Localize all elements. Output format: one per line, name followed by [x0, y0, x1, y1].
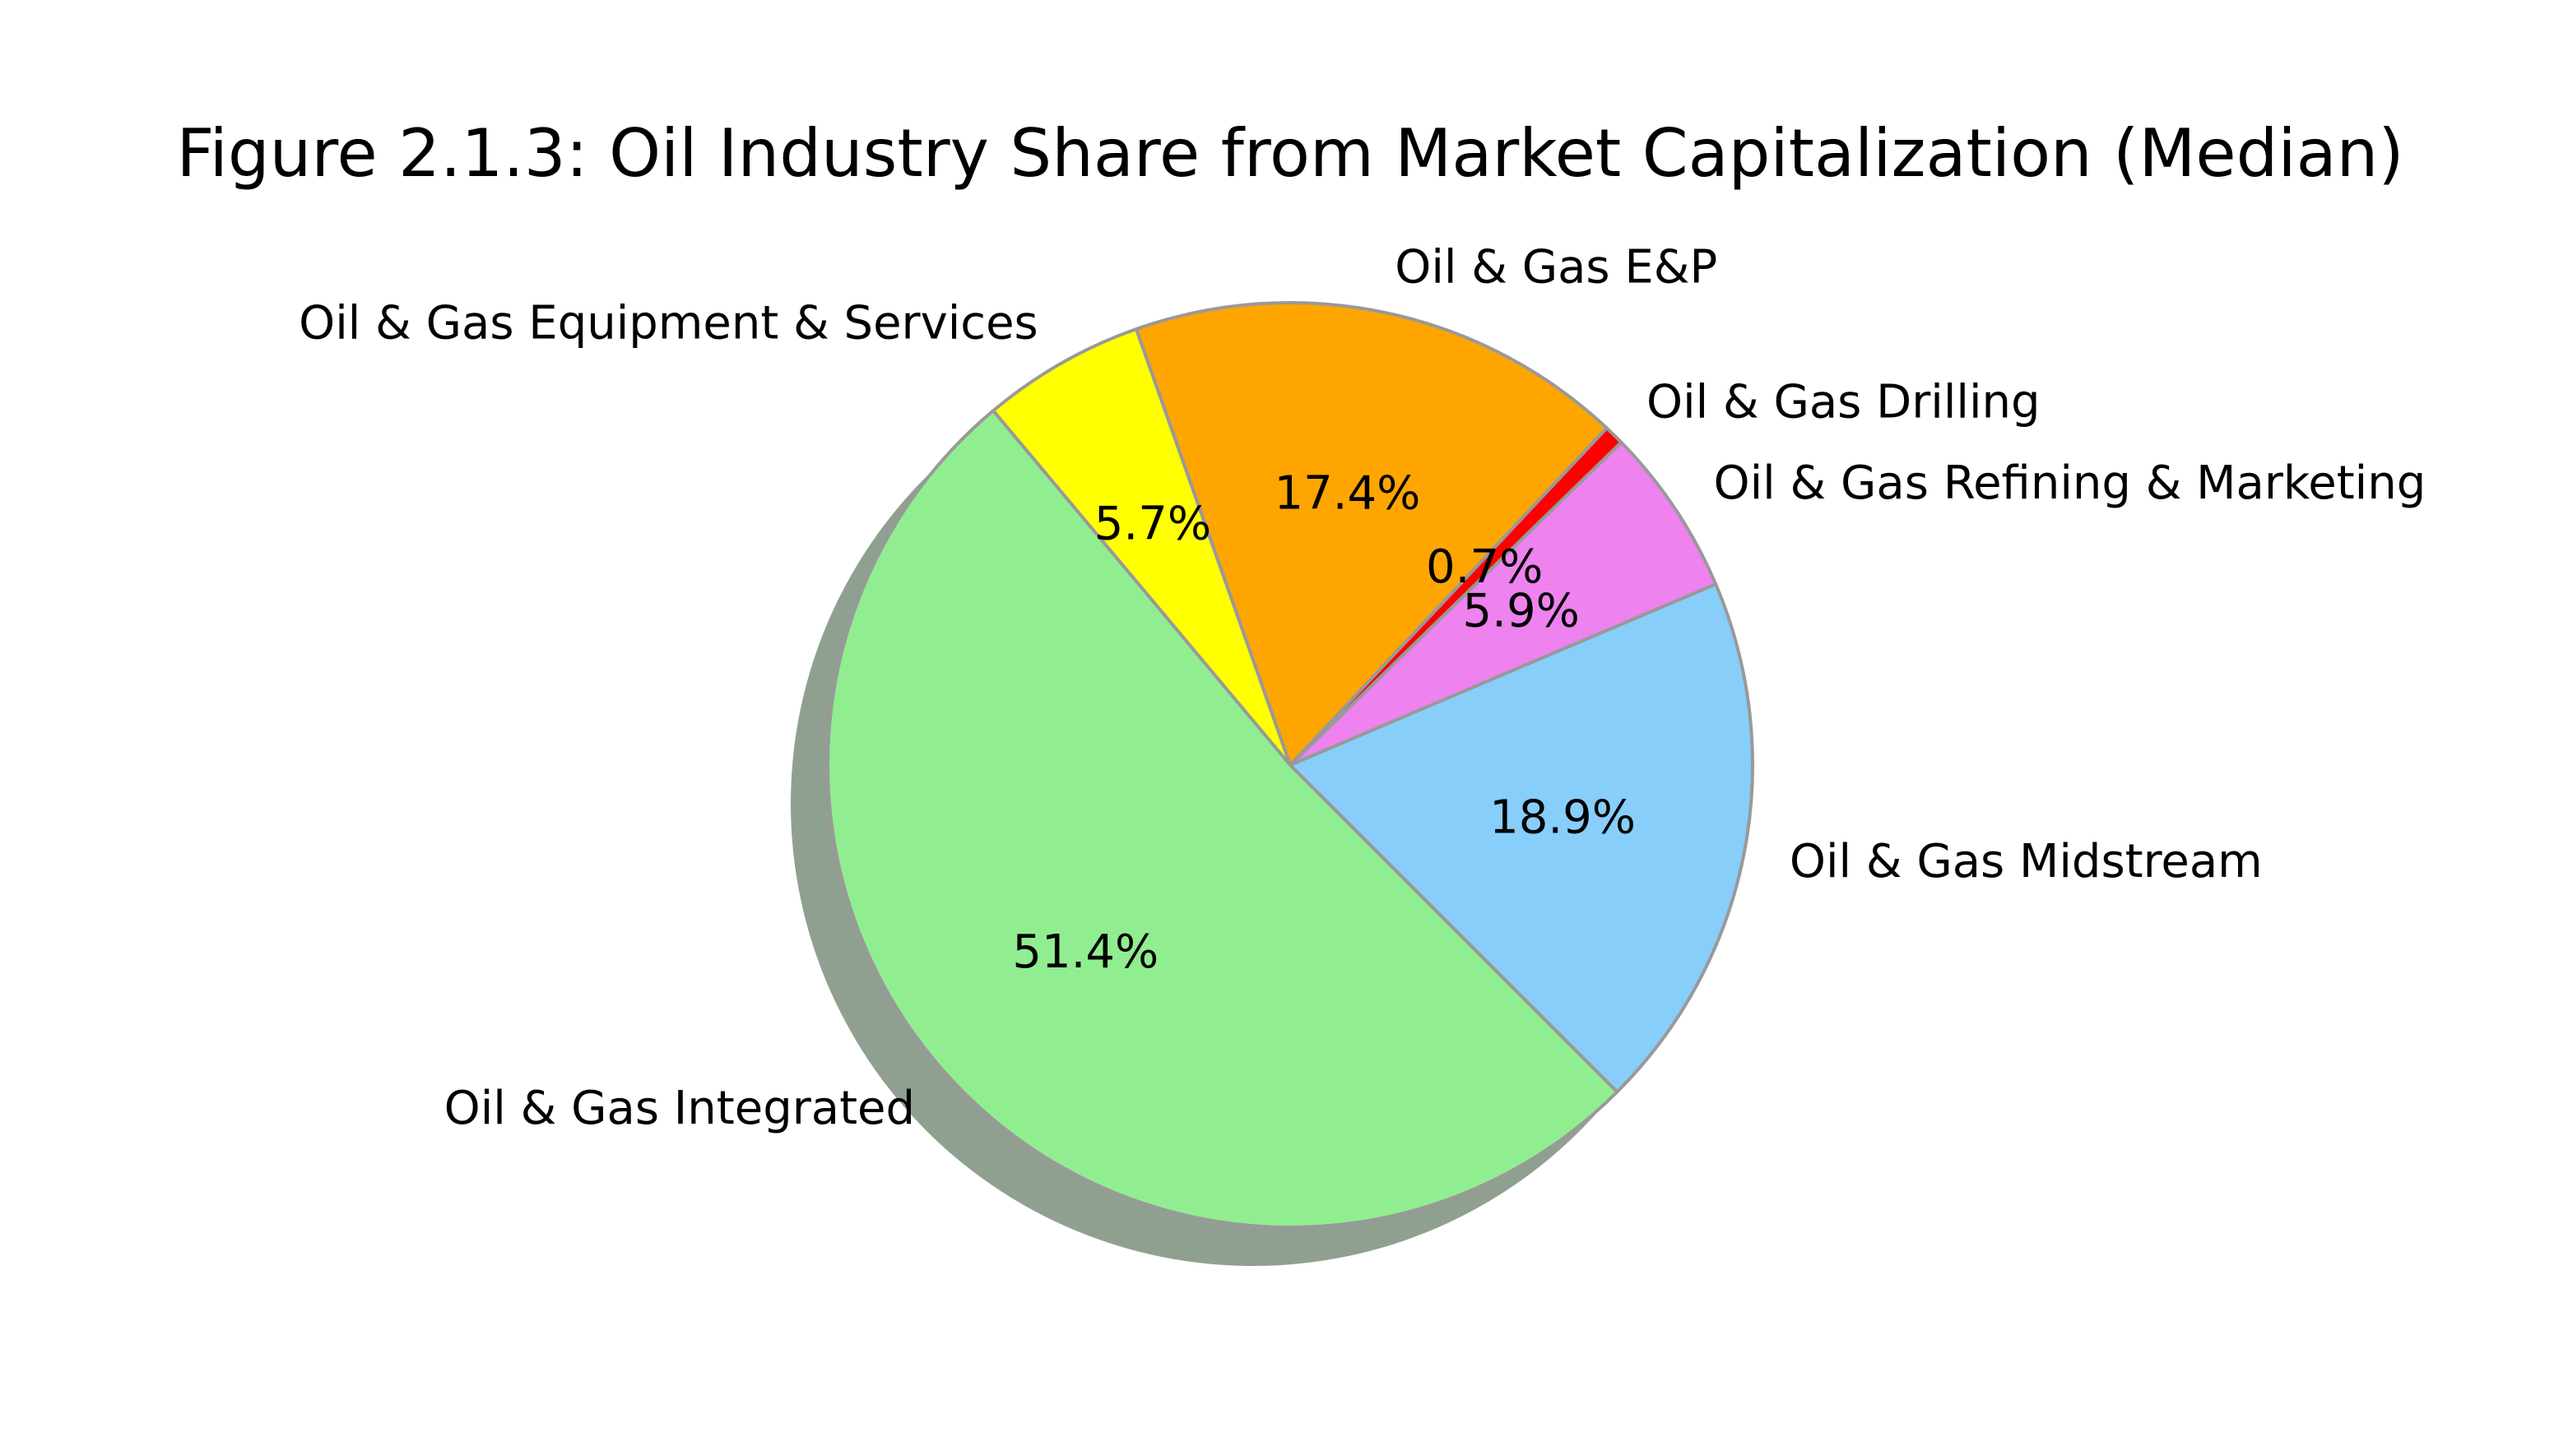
- category-label-oil-and-gas-equipment-and-services: Oil & Gas Equipment & Services: [299, 297, 1038, 350]
- category-label-oil-and-gas-drilling: Oil & Gas Drilling: [1646, 375, 2041, 429]
- category-label-oil-and-gas-refining-and-marketing: Oil & Gas Refining & Marketing: [1714, 457, 2426, 510]
- pct-label-oil-and-gas-equipment-and-services: 5.7%: [1094, 498, 1211, 551]
- pct-label-oil-and-gas-integrated: 51.4%: [1012, 925, 1159, 979]
- pct-label-oil-and-gas-eandp: 17.4%: [1274, 467, 1420, 521]
- category-label-oil-and-gas-eandp: Oil & Gas E&P: [1395, 241, 1717, 294]
- category-label-oil-and-gas-integrated: Oil & Gas Integrated: [444, 1082, 915, 1135]
- slice-oil-and-gas-integrated: [825, 409, 1619, 1229]
- slice-oil-and-gas-midstream: [1289, 582, 1754, 1094]
- pct-label-oil-and-gas-drilling: 0.7%: [1426, 540, 1543, 594]
- slice-oil-and-gas-eandp: [1134, 301, 1609, 767]
- slice-oil-and-gas-equipment-and-services: [991, 327, 1292, 767]
- pie-category-labels: Oil & Gas Midstream Oil & Gas Refining & …: [299, 241, 2426, 1135]
- pct-label-oil-and-gas-midstream: 18.9%: [1489, 791, 1636, 845]
- pie-slices: [825, 301, 1754, 1229]
- pct-label-oil-and-gas-refining-and-marketing: 5.9%: [1463, 585, 1580, 638]
- slice-oil-and-gas-refining-and-marketing: [1289, 440, 1718, 767]
- chart-title: Figure 2.1.3: Oil Industry Share from Ma…: [176, 115, 2403, 192]
- pie-percent-labels: 18.9% 5.9%0.7%17.4% 5.7% 51.4%: [1012, 467, 1636, 980]
- category-label-oil-and-gas-midstream: Oil & Gas Midstream: [1790, 835, 2263, 888]
